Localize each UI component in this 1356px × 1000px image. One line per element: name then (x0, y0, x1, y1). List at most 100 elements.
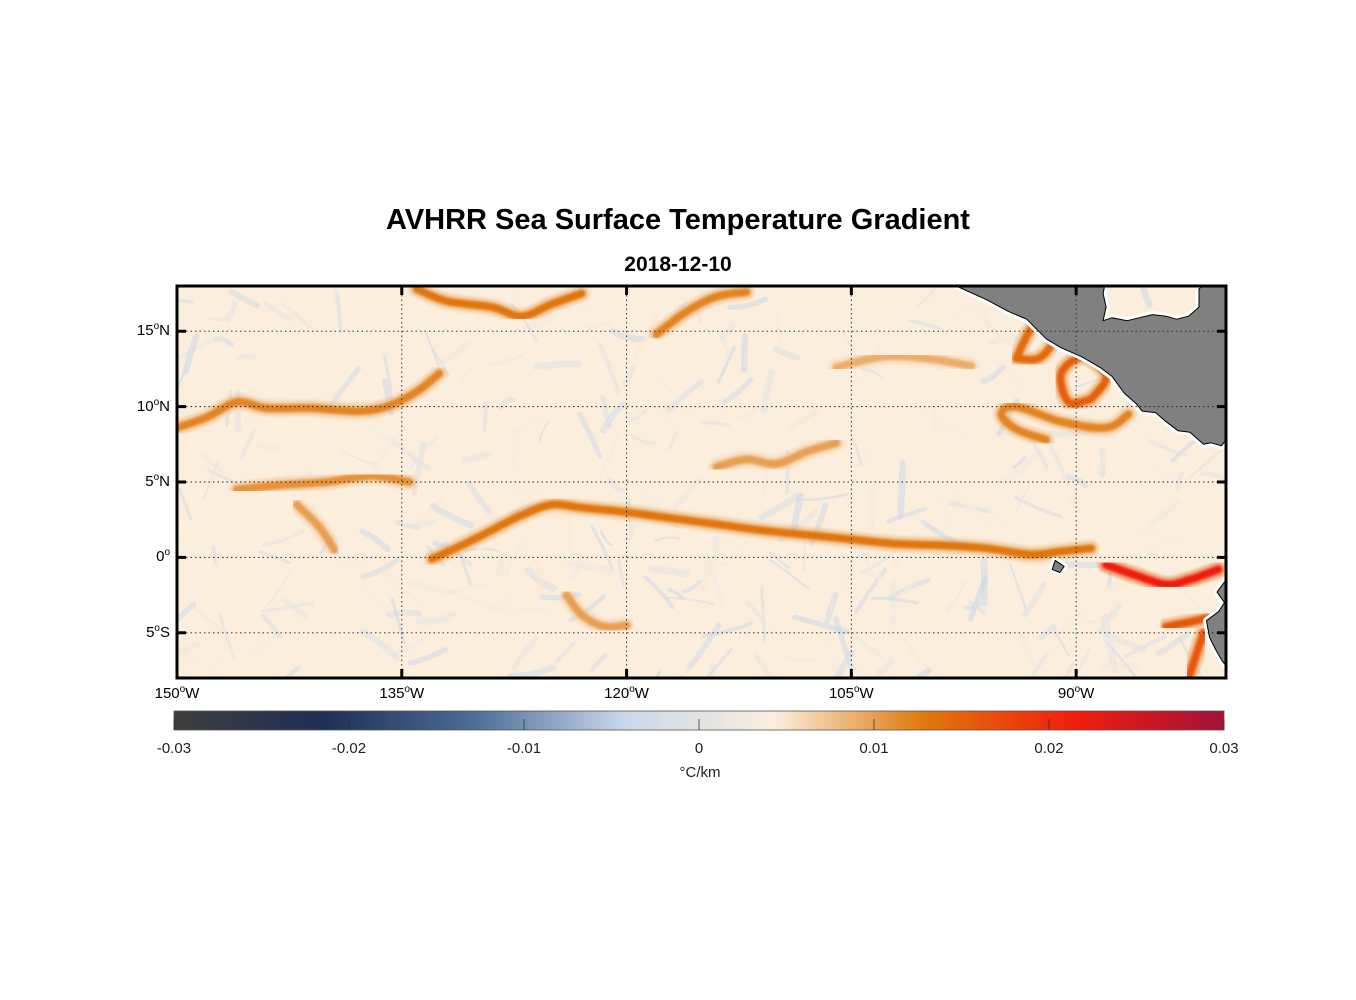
texture-streak (623, 365, 637, 388)
texture-streak (341, 449, 376, 466)
texture-streak (968, 600, 986, 616)
texture-streak (460, 450, 493, 463)
texture-streak (224, 300, 238, 323)
lat-label: 5oN (145, 472, 170, 490)
colorbar-tick-label: -0.01 (506, 740, 542, 757)
texture-streak (648, 565, 690, 578)
front-west-3n (292, 500, 339, 554)
texture-streak (1155, 631, 1190, 657)
front-equatorial-front (427, 500, 1096, 563)
chart-title: AVHRR Sea Surface Temperature Gradient (386, 204, 970, 236)
texture-streak (594, 516, 603, 550)
texture-streak (1066, 473, 1088, 489)
texture-streak (888, 573, 921, 617)
texture-streak (255, 442, 281, 453)
lat-label: 15oN (136, 321, 170, 340)
texture-streak (915, 286, 938, 308)
texture-streak (177, 645, 200, 665)
texture-streak (598, 429, 622, 480)
texture-streak (1150, 675, 1155, 678)
texture-streak (952, 306, 1001, 317)
texture-streak (465, 596, 519, 617)
texture-streak (656, 402, 680, 433)
texture-streak (280, 302, 314, 331)
texture-streak (868, 487, 875, 530)
texture-streak (219, 427, 236, 455)
texture-streak (249, 633, 279, 656)
texture-streak (760, 368, 775, 414)
texture-streak (718, 322, 737, 339)
texture-streak (944, 580, 968, 614)
texture-streak (443, 582, 488, 597)
texture-streak (740, 333, 748, 373)
texture-streak (235, 353, 256, 361)
texture-streak (1008, 562, 1028, 613)
chart-subtitle: 2018-12-10 (624, 253, 732, 276)
texture-streak (1169, 604, 1186, 614)
texture-streak (859, 550, 896, 575)
texture-streak (1014, 485, 1030, 512)
texture-streak (411, 441, 427, 497)
texture-streak (258, 550, 291, 565)
texture-streak (617, 559, 626, 588)
texture-streak (267, 568, 292, 606)
texture-streak (430, 502, 475, 529)
texture-streak (840, 561, 853, 603)
texture-streak (890, 578, 897, 627)
front-peru-coast (1184, 628, 1208, 678)
texture-streak (784, 656, 816, 664)
texture-streak (207, 642, 232, 678)
texture-streak (890, 550, 906, 569)
texture-streak (659, 379, 693, 416)
texture-streak (218, 613, 236, 660)
texture-streak (1068, 493, 1081, 513)
texture-streak (585, 319, 613, 330)
texture-streak (672, 477, 702, 511)
texture-streak (944, 483, 989, 529)
texture-streak (720, 377, 754, 406)
texture-streak (600, 401, 627, 434)
texture-streak (654, 536, 682, 543)
texture-streak (772, 346, 801, 361)
texture-streak (968, 576, 989, 622)
land-central-america (955, 286, 1226, 447)
texture-streak (699, 420, 730, 428)
texture-streak (1052, 626, 1070, 657)
texture-streak (465, 480, 493, 516)
texture-streak (282, 665, 301, 678)
texture-streak (643, 575, 675, 610)
colorbar-tick-label: 0.01 (859, 740, 889, 757)
texture-streak (532, 360, 582, 370)
land-galapagos (1051, 559, 1065, 573)
texture-streak (885, 506, 928, 524)
graticule (176, 286, 1226, 678)
texture-streak (1021, 581, 1047, 618)
texture-streak (920, 410, 970, 440)
texture-streak (387, 580, 423, 608)
texture-streak (503, 539, 526, 577)
texture-streak (359, 528, 391, 553)
lon-label: 120oW (604, 684, 649, 702)
texture-streak (279, 596, 309, 620)
texture-streak (824, 591, 839, 625)
lon-label: 135oW (379, 684, 425, 702)
texture-streak (1148, 438, 1188, 457)
texture-streak (385, 609, 423, 619)
texture-streak (609, 328, 646, 343)
colorbar-tick-label: -0.03 (156, 740, 192, 757)
texture-streak (177, 298, 187, 308)
front-layer (177, 286, 1226, 678)
texture-streak (1096, 449, 1109, 473)
texture-streak (597, 341, 621, 396)
texture-streak (716, 345, 736, 384)
land-ecuador-peru (1206, 579, 1226, 667)
texture-streak (628, 477, 657, 530)
lat-label: 0o (156, 547, 170, 566)
texture-streak (1187, 450, 1221, 480)
texture-streak (415, 612, 456, 625)
texture-streak (775, 315, 784, 343)
texture-streak (624, 523, 636, 543)
texture-streak (177, 371, 186, 391)
texture-streak (567, 554, 590, 583)
